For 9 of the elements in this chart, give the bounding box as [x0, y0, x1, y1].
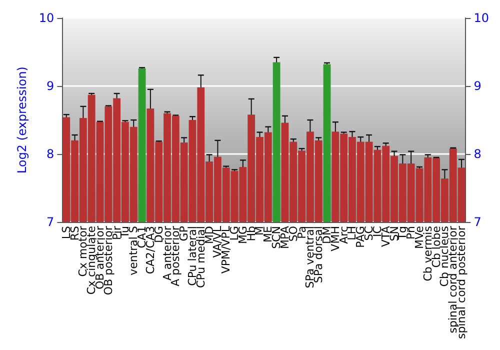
y2-tick-label: 9 [474, 79, 482, 94]
y2-tick-label: 8 [474, 147, 482, 162]
y-tick-label: 10 [38, 11, 54, 25]
y-tick-label: 9 [46, 79, 54, 94]
y-tick-label: 8 [46, 147, 54, 162]
y-axis-title: Log2 (expression) [15, 66, 29, 174]
y2-tick-label: 7 [474, 215, 482, 230]
y2-tick-label: 10 [474, 11, 490, 25]
y-tick-label: 7 [46, 215, 54, 230]
